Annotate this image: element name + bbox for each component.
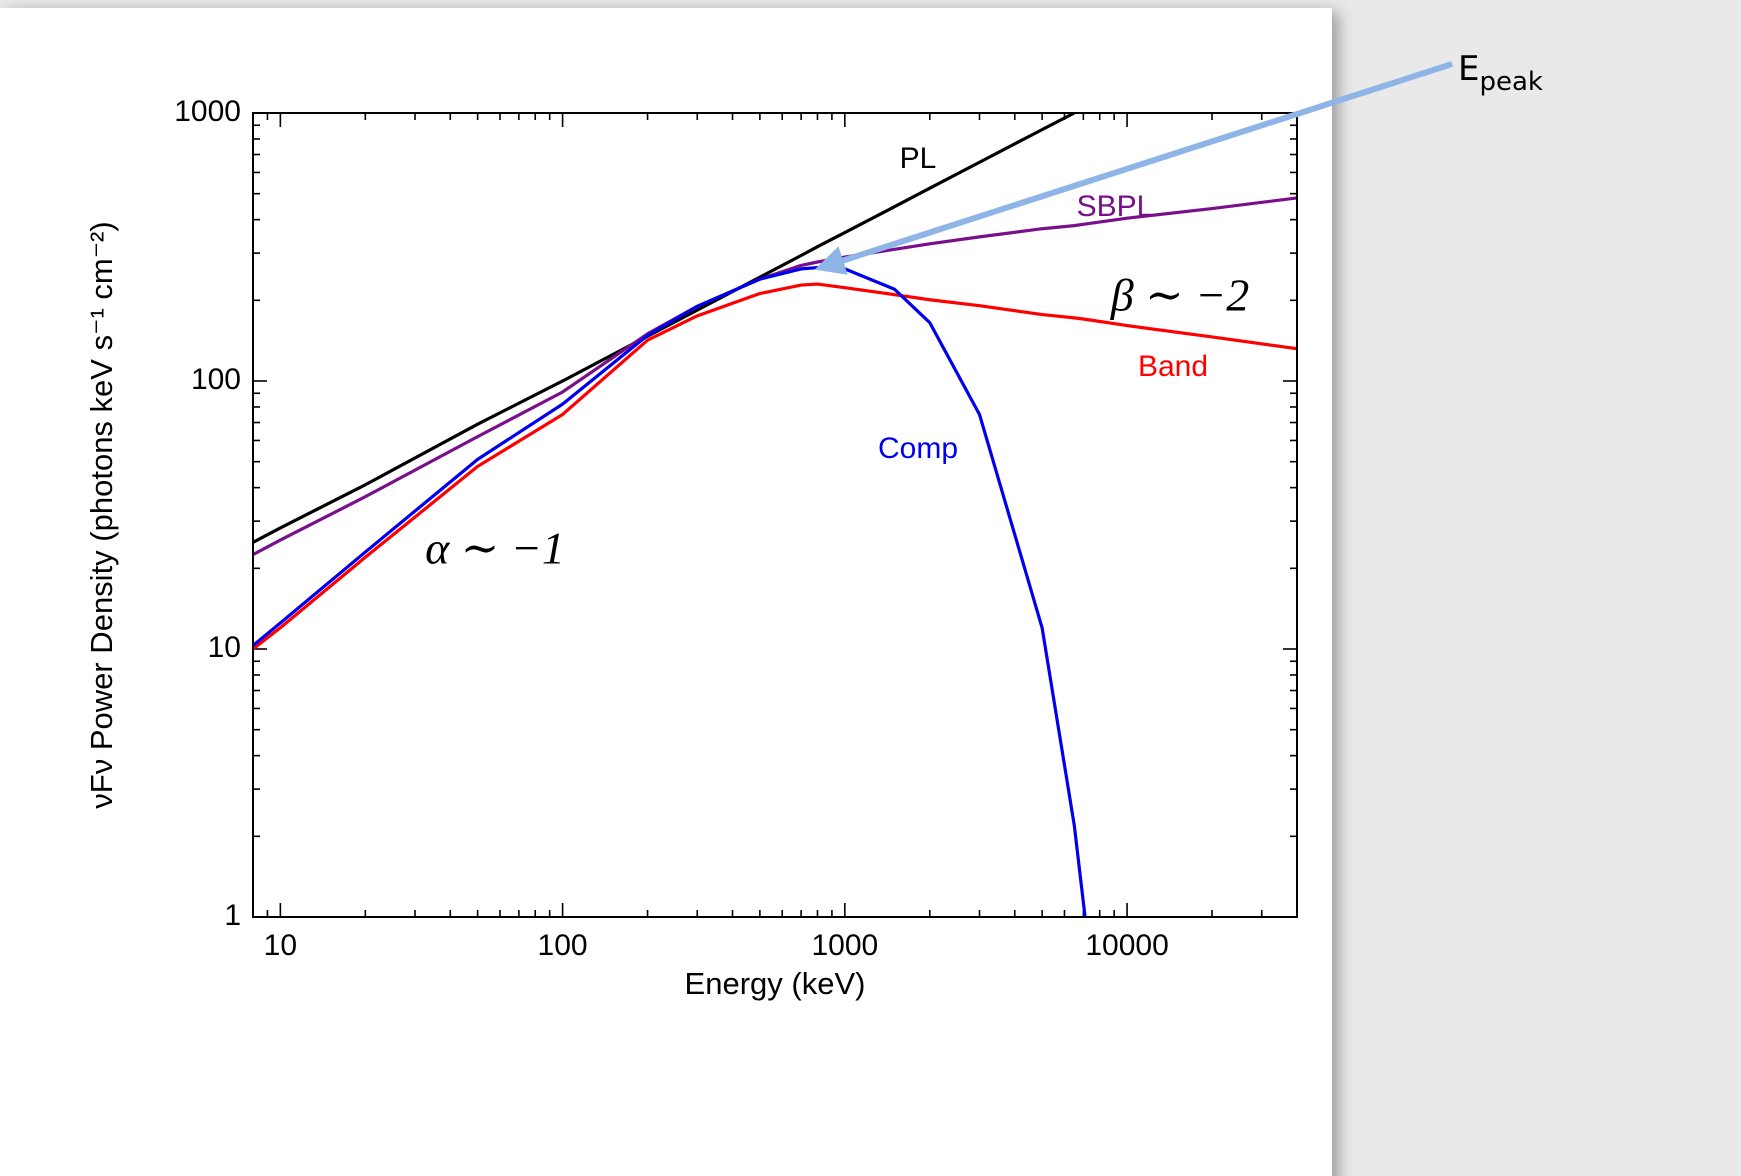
series-label: SBPL: [1077, 190, 1154, 223]
beta-annotation: β ∼ −2: [1110, 270, 1250, 321]
series-label: Comp: [878, 432, 958, 465]
series-line: [253, 113, 1076, 544]
epeak-arrow: [814, 61, 1453, 275]
x-tick-label: 10: [264, 929, 297, 962]
axes: [253, 112, 1297, 918]
y-tick-label: 1: [224, 899, 241, 932]
epeak-annotation: Epeak: [1458, 49, 1543, 97]
labels: Energy (keV) νFν Power Density (photons …: [84, 49, 1543, 1002]
x-axis-label: Energy (keV): [685, 966, 866, 1001]
slide-card: [0, 8, 1332, 1176]
y-tick-label: 10: [208, 631, 241, 664]
epeak-subscript: peak: [1479, 67, 1543, 97]
x-tick-label: 1000: [811, 929, 878, 962]
series-line: [253, 265, 1087, 917]
alpha-annotation: α ∼ −1: [425, 523, 565, 574]
plot-frame: [252, 112, 1298, 918]
epeak-main: E: [1458, 49, 1479, 89]
series-label: PL: [900, 142, 937, 175]
x-tick-label: 10000: [1085, 929, 1168, 962]
x-tick-label: 100: [538, 929, 588, 962]
y-axis-label: νFν Power Density (photons keV s⁻¹ cm⁻²): [84, 221, 119, 808]
y-tick-label: 1000: [174, 95, 241, 128]
y-tick-label: 100: [191, 363, 241, 396]
series-label: Band: [1138, 350, 1208, 383]
series-line: [253, 282, 1297, 651]
